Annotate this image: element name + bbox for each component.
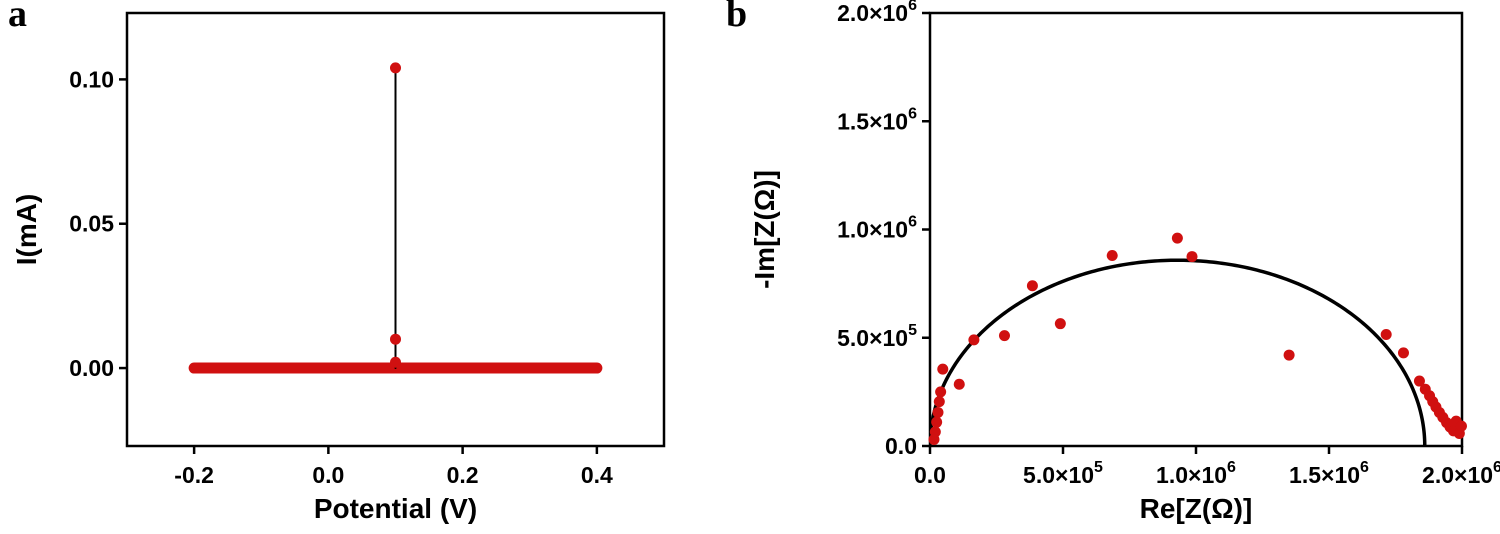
y-tick-label: 0.05: [69, 211, 114, 237]
series-eis-data: [928, 232, 1467, 446]
nyquist-impedance-plot: 0.0 5.0×105 1.0×106 1.5×106 2.0×106 0.0 5.0×10…: [749, 0, 1500, 524]
x-tick-label: 0.0: [312, 462, 344, 488]
y-tick-label: 0.10: [69, 66, 114, 92]
x-axis-label: Potential (V): [314, 493, 477, 524]
panel-a-letter: a: [8, 0, 27, 35]
series-spike-markers: [390, 62, 401, 368]
y-tick-label: 5.0×105: [837, 322, 917, 351]
x-axis-label: Re[Z(Ω)]: [1140, 493, 1253, 524]
y-tick-label: 2.0×106: [837, 0, 917, 26]
x-tick-label: 1.0×106: [1156, 459, 1236, 488]
axis-ticks: 0.0 5.0×105 1.0×106 1.5×106 2.0×106 0.0 5.0×10…: [837, 0, 1500, 488]
plot-frame: [928, 11, 1464, 448]
series-semicircle-fit: [930, 258, 1427, 446]
x-tick-label: 5.0×105: [1023, 459, 1103, 488]
y-axis-label: I(mA): [11, 194, 42, 266]
x-tick-label: 2.0×106: [1422, 459, 1500, 488]
x-tick-label: 0.4: [581, 462, 613, 488]
x-tick-label: 1.5×106: [1289, 459, 1369, 488]
y-tick-label: 0.0: [885, 433, 917, 459]
y-tick-label: 1.0×106: [837, 214, 917, 243]
axis-ticks: -0.2 0.0 0.2 0.4 0.00 0.05 0.10: [69, 66, 613, 488]
y-tick-label: 1.5×106: [837, 105, 917, 134]
x-tick-label: 0.2: [447, 462, 479, 488]
cv-current-vs-potential-plot: -0.2 0.0 0.2 0.4 0.00 0.05 0.10 Potential (V) I(…: [11, 11, 666, 524]
x-tick-label: -0.2: [174, 462, 214, 488]
plot-frame: [125, 11, 666, 448]
panel-b-letter: b: [726, 0, 748, 35]
x-tick-label: 0.0: [914, 462, 946, 488]
y-tick-label: 0.00: [69, 355, 114, 381]
y-axis-label: -Im[Z(Ω)]: [749, 170, 780, 289]
